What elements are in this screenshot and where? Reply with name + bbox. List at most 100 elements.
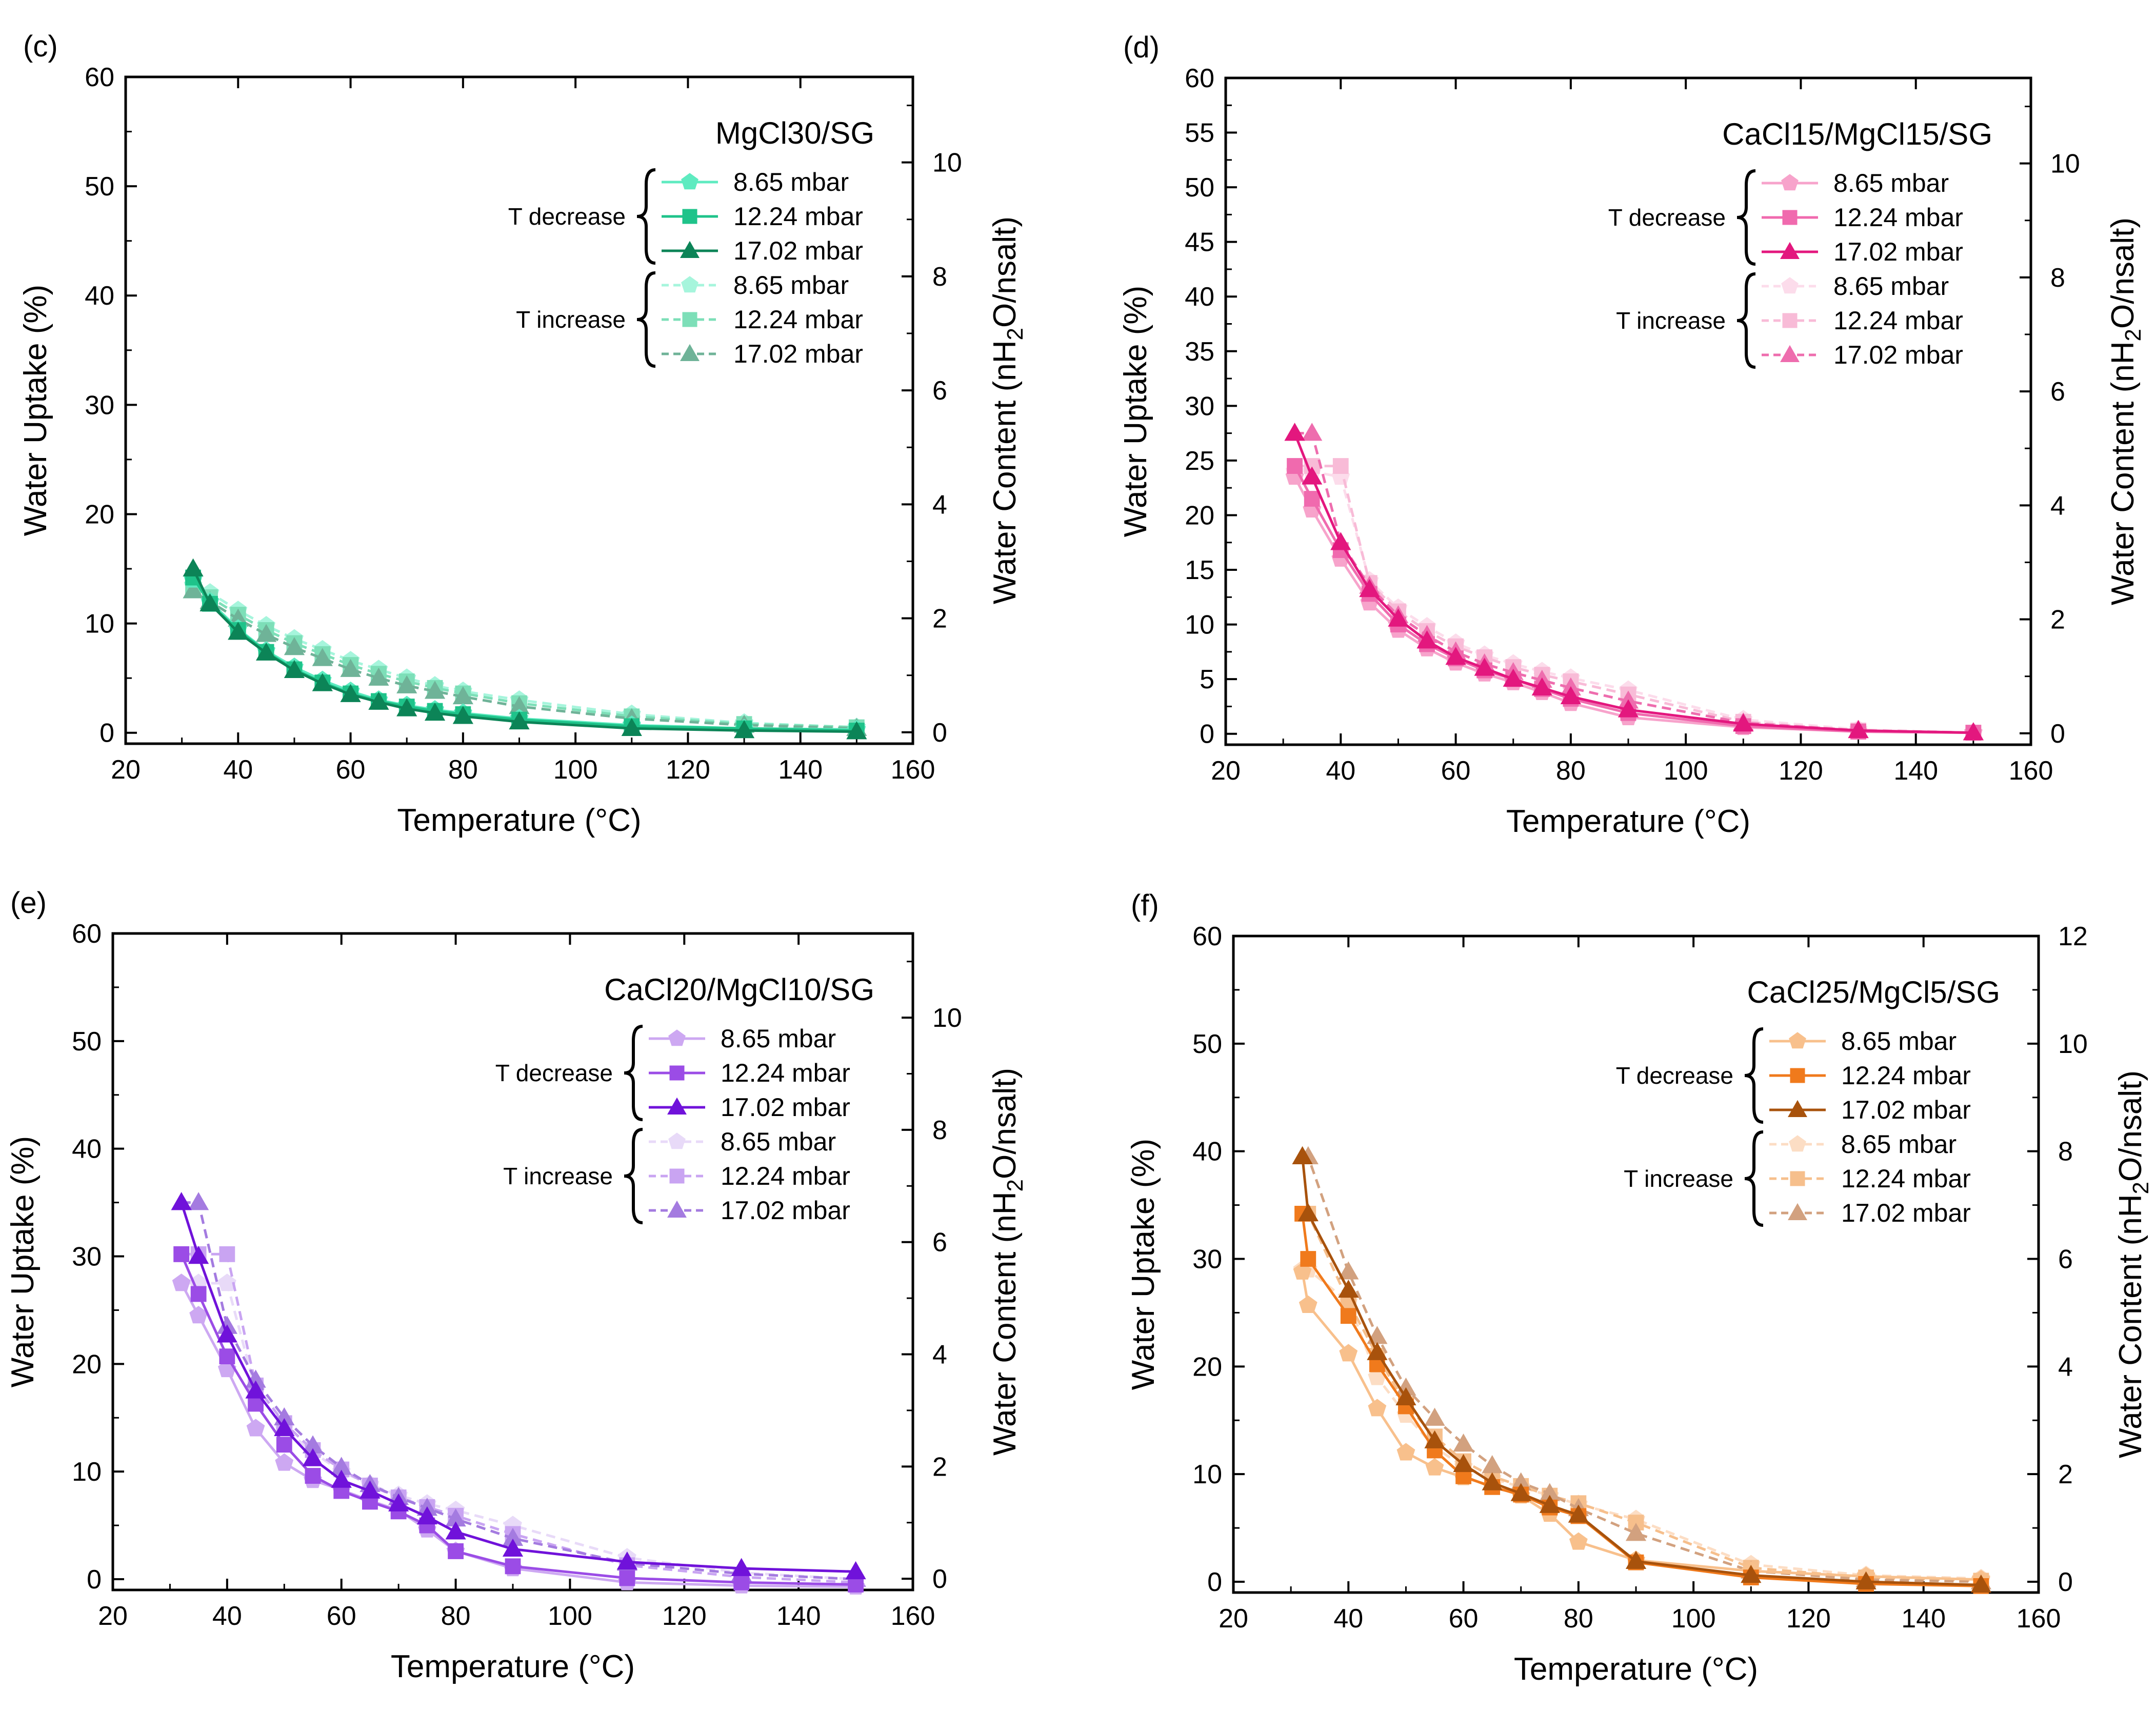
chart-title: CaCl25/MgCl5/SG [1747, 975, 2000, 1009]
data-point [217, 1274, 236, 1291]
data-point [284, 660, 305, 679]
chart-panel-f: 20 40 60 80 100 120 140 160 0 10 20 30 40 50 60 0 2 4 6 8 10… [1126, 889, 2153, 1687]
legend-label: 17.02 mbar [1833, 237, 1963, 266]
data-point [216, 1324, 237, 1343]
legend-group-label: T decrease [1608, 204, 1726, 231]
y-tick-label: 50 [72, 1027, 102, 1057]
data-point [1304, 491, 1320, 507]
y2-tick-label: 6 [932, 1228, 947, 1258]
legend-entry: 8.65 mbar [662, 271, 849, 300]
y-tick-label: 60 [85, 63, 114, 92]
data-point [190, 1286, 207, 1302]
legend-entry: 17.02 mbar [662, 340, 863, 368]
data-point [1425, 1458, 1444, 1476]
y-tick-label: 20 [72, 1349, 102, 1379]
y2-tick-label: 8 [2050, 263, 2065, 293]
data-point [312, 673, 333, 691]
y-tick-label: 60 [1192, 922, 1222, 951]
y-axis-title: Water Uptake (%) [1126, 1139, 1161, 1390]
x-axis-title: Temperature (°C) [397, 803, 641, 838]
data-point [424, 702, 446, 721]
data-point [1848, 720, 1869, 739]
y2-axis-title: Water Content (nH2O/nsalt) [2113, 1070, 2153, 1458]
y2-tick-label: 2 [932, 604, 947, 634]
data-point [1625, 1550, 1647, 1569]
data-point [502, 1538, 524, 1557]
y-tick-label: 40 [1192, 1137, 1222, 1167]
y-tick-label: 30 [1192, 1245, 1222, 1275]
legend-brace [1736, 169, 1756, 266]
data-point [1482, 1455, 1503, 1474]
chart-panel-e: 20 40 60 80 100 120 140 160 0 10 20 30 40 50 60 0 2 4 6 8 10… [5, 886, 1028, 1684]
y2-axis-title: Water Content (nH2O/nsalt) [2105, 217, 2146, 605]
legend-marker [667, 1097, 687, 1115]
data-point [1569, 1532, 1588, 1550]
y-tick-label: 50 [85, 172, 114, 202]
x-axis-title: Temperature (°C) [391, 1649, 635, 1684]
data-point [1300, 1251, 1316, 1267]
data-point [1503, 668, 1524, 687]
data-point [1560, 686, 1581, 705]
y2-tick-label: 4 [932, 490, 947, 520]
data-point [452, 706, 473, 724]
x-axis-title: Temperature (°C) [1506, 804, 1750, 839]
legend-marker [681, 276, 698, 293]
x-tick-label: 80 [1564, 1604, 1593, 1634]
x-tick-label: 140 [1901, 1604, 1946, 1634]
y2-tick-label: 4 [2050, 491, 2065, 521]
data-point [616, 1551, 637, 1570]
series-line [1294, 470, 1973, 734]
legend-entry: 12.24 mbar [649, 1059, 850, 1087]
y-tick-label: 5 [1200, 665, 1214, 694]
data-point [274, 1418, 295, 1437]
data-point [1628, 1515, 1644, 1531]
chart-panel-c: 20 40 60 80 100 120 140 160 0 10 20 30 40 50 60 0 2 4 6 8 10… [18, 30, 1028, 838]
data-point [246, 1419, 265, 1437]
legend-label: 17.02 mbar [1833, 341, 1963, 369]
y-tick-label: 25 [1185, 446, 1214, 476]
x-tick-label: 80 [1556, 756, 1586, 786]
data-point [448, 1543, 464, 1559]
y-tick-label: 30 [72, 1242, 102, 1272]
x-tick-label: 160 [2009, 756, 2053, 786]
y2-tick-label: 12 [2058, 922, 2088, 951]
data-point [1292, 1146, 1313, 1164]
y-tick-label: 20 [1185, 501, 1214, 530]
legend-marker [668, 1029, 686, 1046]
legend-entry: 8.65 mbar [1762, 272, 1949, 301]
data-point [1284, 423, 1305, 441]
x-tick-label: 20 [111, 755, 141, 785]
data-point [1287, 458, 1303, 474]
panel-label: (f) [1131, 889, 1159, 922]
data-point [1302, 466, 1323, 485]
data-point [1368, 1399, 1387, 1417]
legend-brace [624, 1025, 643, 1121]
legend-marker [669, 1065, 685, 1081]
legend-brace [636, 168, 656, 265]
data-point [219, 1246, 235, 1262]
legend-marker [1781, 277, 1799, 294]
data-point [219, 1348, 235, 1365]
data-point [1299, 1295, 1317, 1313]
y-tick-label: 55 [1185, 118, 1214, 148]
data-point [245, 1380, 266, 1399]
data-point [733, 720, 755, 739]
legend-entry: 12.24 mbar [1762, 203, 1963, 232]
chart-title: CaCl20/MgCl10/SG [604, 972, 874, 1007]
legend-label: 17.02 mbar [721, 1196, 850, 1225]
series-line [192, 584, 857, 729]
series-inc-12-24-mbar [1287, 458, 1982, 741]
series-line [192, 589, 857, 730]
legend-label: 17.02 mbar [733, 340, 863, 368]
legend-brace [1736, 272, 1756, 369]
y-tick-label: 40 [1185, 282, 1214, 312]
series-dec-17-02-mbar [1292, 1146, 1991, 1593]
data-point [368, 691, 389, 710]
panel-label: (c) [23, 30, 58, 63]
x-tick-label: 120 [1786, 1604, 1831, 1634]
data-point [621, 718, 642, 736]
y2-tick-label: 10 [2050, 149, 2080, 179]
x-tick-label: 40 [1326, 756, 1355, 786]
legend-group-label: T increase [516, 306, 626, 333]
